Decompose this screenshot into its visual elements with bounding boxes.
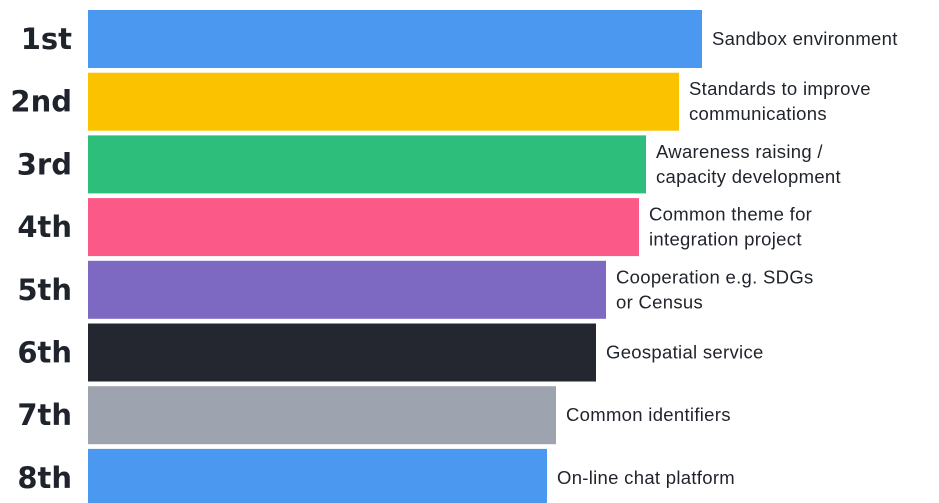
bar <box>88 260 606 319</box>
rank-label: 8th <box>17 461 72 495</box>
bar-row-3rd: 3rd Awareness raising / capacity developme… <box>17 135 841 194</box>
bar-label: Cooperation e.g. SDGs <box>616 266 814 287</box>
bar-label: Geospatial service <box>606 342 764 363</box>
rank-label: 7th <box>17 398 72 432</box>
bar-label: Standards to improve <box>689 78 871 99</box>
rank-label: 1st <box>21 22 72 56</box>
bar-label: integration project <box>649 229 802 250</box>
bar-row-6th: 6th Geospatial service <box>17 323 764 382</box>
bar <box>88 448 547 503</box>
chart-rows: 1st Sandbox environment 2nd Standards to im… <box>10 10 897 503</box>
bar <box>88 386 556 445</box>
bar <box>88 135 646 194</box>
rank-label: 3rd <box>17 147 72 181</box>
bar-label: Common identifiers <box>566 404 731 425</box>
bar-label: On-line chat platform <box>557 467 735 488</box>
bar-row-1st: 1st Sandbox environment <box>21 10 898 68</box>
bar-label: communications <box>689 103 827 124</box>
bar-label: Awareness raising / <box>656 141 823 162</box>
bar-row-8th: 8th On-line chat platform <box>17 448 735 503</box>
rank-label: 4th <box>17 210 72 244</box>
bar-row-5th: 5th Cooperation e.g. SDGs or Census <box>17 260 814 319</box>
bar-label: Common theme for <box>649 204 812 225</box>
bar <box>88 198 639 257</box>
bar-label: or Census <box>616 291 703 312</box>
bar <box>88 323 596 382</box>
bar <box>88 10 702 68</box>
rank-label: 2nd <box>10 85 72 119</box>
bar <box>88 72 679 131</box>
rank-label: 6th <box>17 336 72 370</box>
bar-row-2nd: 2nd Standards to improve communications <box>10 72 871 131</box>
rank-label: 5th <box>17 273 72 307</box>
bar-row-4th: 4th Common theme for integration project <box>17 198 812 257</box>
bar-label: capacity development <box>656 166 841 187</box>
bar-label: Sandbox environment <box>712 28 898 49</box>
bar-row-7th: 7th Common identifiers <box>17 386 731 445</box>
